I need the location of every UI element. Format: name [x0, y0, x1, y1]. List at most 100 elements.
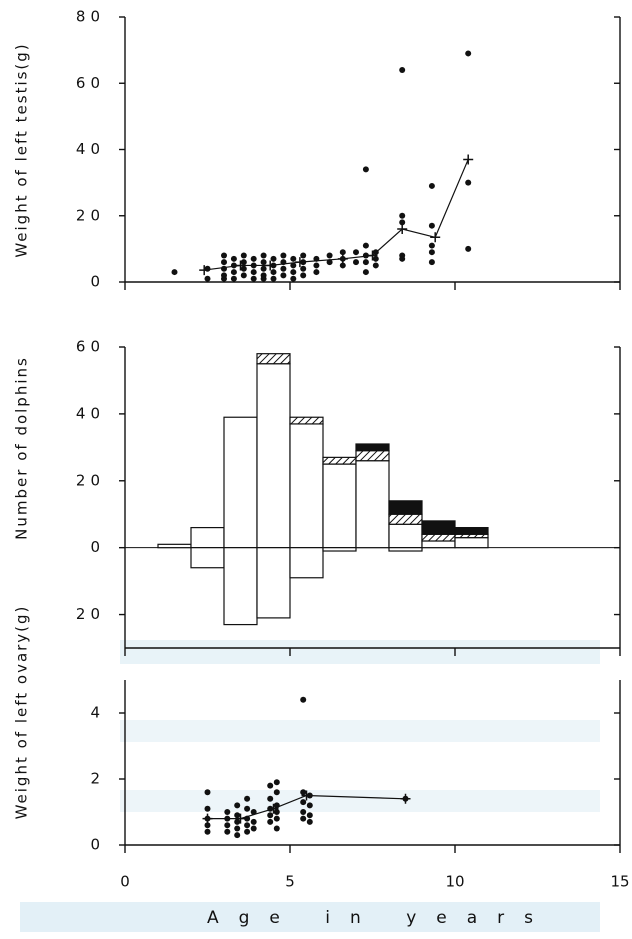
point — [300, 252, 307, 259]
y-axis-label: Number of dolphins — [13, 356, 31, 540]
point — [260, 275, 267, 282]
bar — [190, 547, 225, 569]
watermark-band — [120, 720, 600, 742]
point — [300, 809, 307, 815]
point — [224, 809, 231, 815]
point — [273, 825, 280, 832]
bar — [256, 353, 291, 365]
y-tick-label: 0 — [90, 836, 105, 854]
point — [230, 275, 237, 282]
bar — [289, 547, 324, 579]
point — [221, 275, 227, 282]
bar — [454, 537, 489, 549]
y-tick-label: 2 — [90, 770, 105, 788]
y-tick-label: 60 — [76, 338, 105, 356]
bar — [322, 456, 357, 465]
bar — [190, 526, 225, 549]
point — [300, 815, 307, 822]
y-tick-label: 0 — [90, 273, 105, 291]
x-tick-label: 15 — [610, 873, 629, 891]
point — [224, 828, 231, 835]
point — [399, 219, 406, 226]
point — [221, 259, 227, 266]
watermark-band — [120, 640, 600, 664]
bar — [322, 463, 357, 549]
point — [224, 822, 231, 829]
point — [428, 222, 435, 229]
point — [273, 779, 280, 786]
point — [313, 269, 320, 276]
point — [306, 802, 313, 809]
y-tick-label: 80 — [76, 8, 105, 26]
y-tick-label: 60 — [76, 74, 105, 92]
bar — [421, 540, 456, 549]
point — [300, 789, 307, 796]
bar — [355, 450, 390, 462]
mean-marker — [430, 232, 441, 243]
bar — [388, 513, 423, 525]
mean-marker — [463, 154, 474, 165]
bar — [421, 520, 456, 535]
point — [234, 802, 241, 809]
point — [313, 262, 320, 269]
y-tick-label: 40 — [76, 404, 105, 422]
point — [267, 812, 274, 819]
point — [306, 818, 313, 825]
point — [234, 825, 241, 832]
bar — [388, 547, 423, 552]
point — [362, 259, 369, 266]
mean-marker — [367, 250, 378, 261]
point — [399, 67, 406, 73]
bar — [388, 500, 423, 515]
point — [372, 262, 379, 269]
y-tick-label: 20 — [76, 206, 105, 224]
point — [250, 809, 257, 815]
x-tick-label: 10 — [445, 873, 464, 891]
point — [339, 249, 346, 256]
point — [326, 259, 333, 266]
y-tick-label: 20 — [76, 471, 105, 489]
point — [240, 265, 247, 272]
point — [465, 50, 472, 57]
bar — [388, 523, 423, 549]
point — [399, 255, 406, 262]
point — [300, 696, 307, 703]
bar — [355, 460, 390, 549]
point — [300, 799, 307, 806]
x-axis-label: Age in years — [207, 908, 553, 928]
mean-marker — [294, 257, 305, 268]
point — [280, 265, 287, 272]
point — [171, 269, 178, 276]
mean-marker — [301, 790, 312, 801]
x-tick-label: 0 — [120, 873, 130, 891]
bar — [421, 533, 456, 542]
point — [244, 822, 251, 829]
y-tick-label: 20 — [76, 605, 105, 623]
point — [270, 275, 277, 282]
point — [244, 805, 251, 812]
point — [221, 265, 227, 272]
mean-marker — [202, 813, 213, 824]
point — [300, 265, 307, 272]
mean-marker — [265, 260, 276, 271]
point — [465, 179, 472, 186]
point — [234, 812, 241, 819]
point — [250, 818, 257, 825]
bar — [289, 416, 324, 425]
point — [260, 259, 267, 266]
point — [260, 265, 267, 272]
mean-marker — [235, 260, 246, 271]
point — [428, 249, 435, 256]
y-tick-label: 0 — [90, 538, 105, 556]
y-axis-label: Weight of left ovary(g) — [13, 605, 31, 820]
point — [290, 275, 297, 282]
point — [267, 795, 274, 802]
bar — [454, 526, 489, 535]
point — [372, 255, 379, 262]
point — [465, 245, 472, 252]
bar — [322, 547, 357, 552]
bar — [223, 547, 258, 626]
point — [353, 259, 359, 266]
